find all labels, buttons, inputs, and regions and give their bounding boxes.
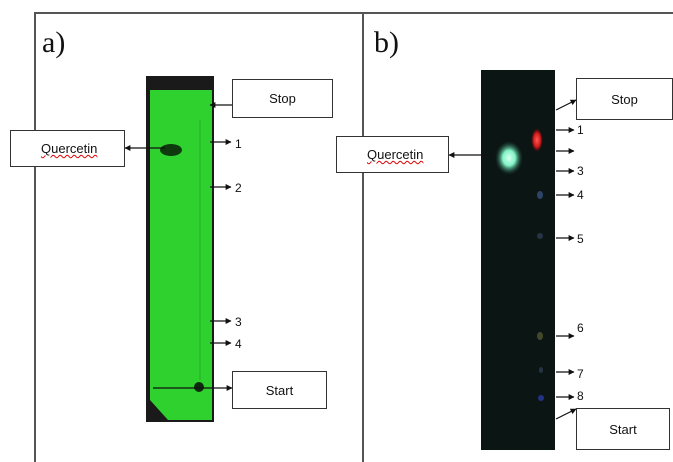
panel-b-spot-label: 3 (577, 164, 584, 178)
panel-b-spot-label: 4 (577, 188, 584, 202)
panel-a-quercetin-box: Quercetin (10, 130, 125, 167)
panel-b-stop-label: Stop (611, 91, 638, 107)
panel-b-spot-label: 7 (577, 367, 584, 381)
panel-b-frame (362, 12, 673, 462)
panel-b-spot-label: 8 (577, 389, 584, 403)
panel-a-spot-label: 4 (235, 337, 242, 351)
panel-b-quercetin-label: Quercetin (367, 147, 424, 162)
panel-b-label: b) (374, 26, 399, 59)
panel-b-start-box: Start (576, 408, 670, 450)
panel-a-spot-label: 1 (235, 137, 242, 151)
panel-b-spot-label: 6 (577, 321, 584, 335)
panel-a-quercetin-label: Quercetin (41, 141, 98, 156)
panel-a-frame (34, 12, 364, 462)
panel-a-stop-label: Stop (269, 91, 296, 106)
panel-b-start-label: Start (609, 421, 637, 437)
panel-a-start-label: Start (265, 382, 294, 398)
panel-a-label: a) (42, 26, 66, 59)
panel-b-stop-box: Stop (576, 78, 673, 120)
panel-b-spot-label: 1 (577, 123, 584, 137)
panel-a-spot-label: 3 (235, 315, 242, 329)
panel-a-start-box: Start (232, 371, 327, 409)
panel-a-spot-label: 2 (235, 181, 242, 195)
panel-b-spot-label: 5 (577, 232, 584, 246)
panel-b-quercetin-box: Quercetin (336, 136, 449, 173)
panel-a-stop-box: Stop (232, 79, 333, 118)
